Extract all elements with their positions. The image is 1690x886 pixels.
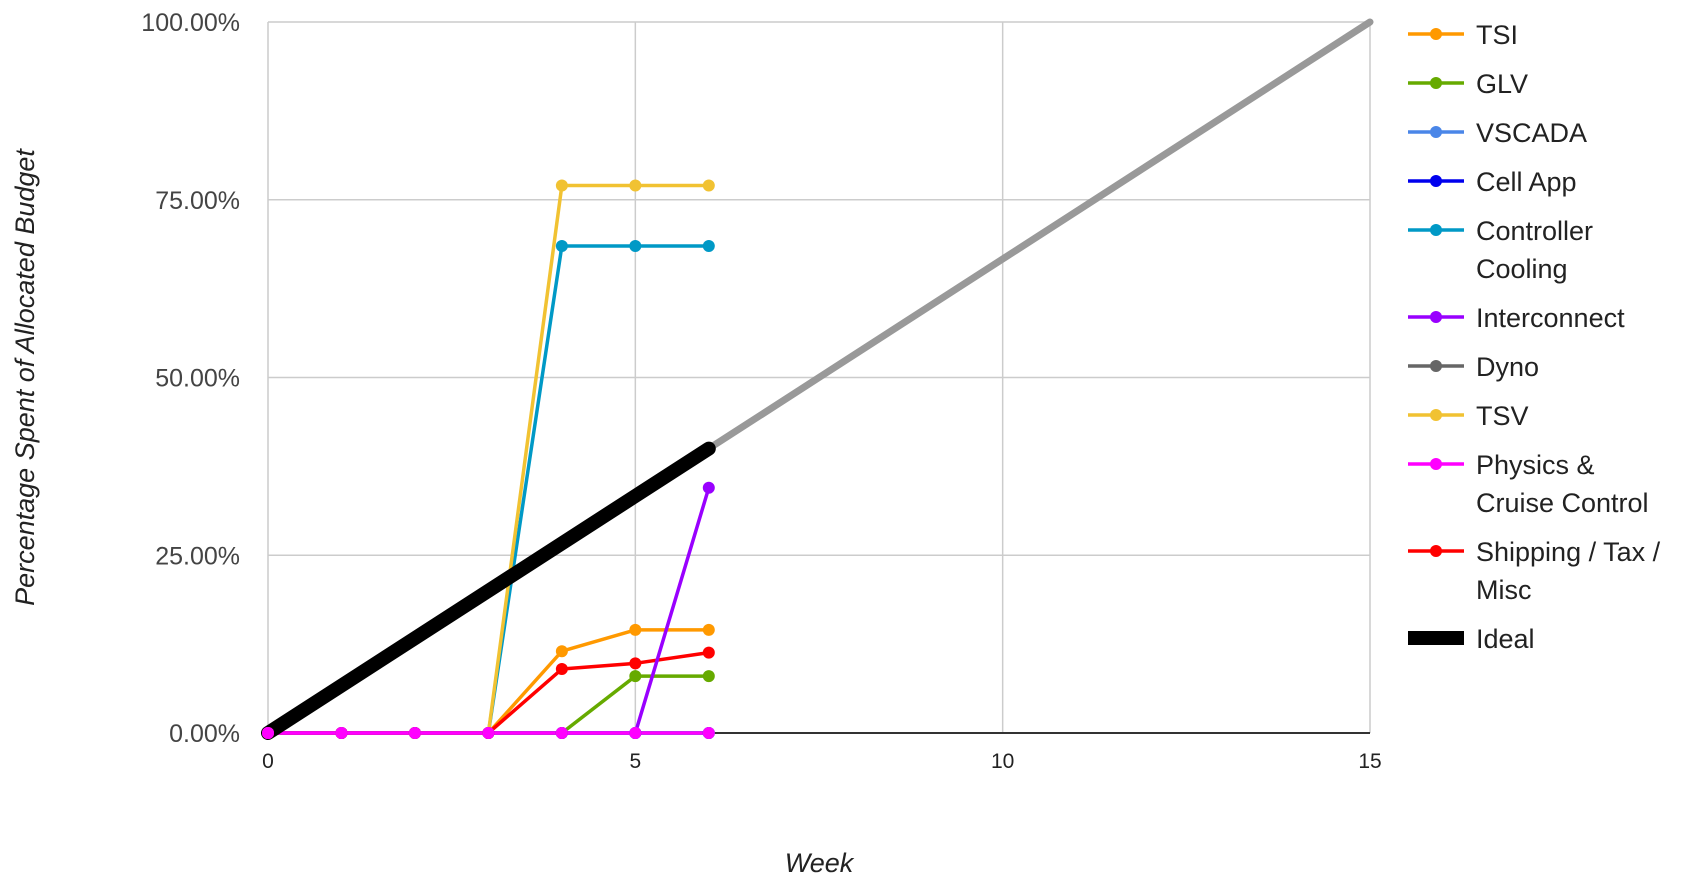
legend: TSI GLV VSCADA Cell App Controller Cooling Int… xyxy=(1408,20,1661,654)
x-tick-label: 5 xyxy=(629,750,641,773)
legend-swatch-marker xyxy=(1430,28,1442,40)
data-point-shipping-tax-misc xyxy=(702,646,715,659)
data-point-tsi xyxy=(702,623,715,636)
legend-label: VSCADA xyxy=(1476,118,1587,148)
legend-swatch-marker xyxy=(1430,126,1442,138)
data-point-interconnect xyxy=(702,481,715,494)
data-point-glv xyxy=(629,670,642,683)
legend-label: TSV xyxy=(1476,401,1529,431)
legend-label: Shipping / Tax / xyxy=(1476,537,1661,567)
ideal-projection-line xyxy=(705,18,1374,453)
series-line-tsi xyxy=(268,628,709,735)
legend-label: Ideal xyxy=(1476,624,1535,654)
legend-swatch-marker xyxy=(1430,545,1442,557)
grid xyxy=(267,21,1371,733)
data-point-tsi xyxy=(629,623,642,636)
legend-item: TSI xyxy=(1408,20,1518,50)
data-point-physics-cruise-control xyxy=(262,727,274,739)
data-point-tsv xyxy=(702,179,715,192)
legend-label: Cell App xyxy=(1476,167,1577,197)
legend-item: VSCADA xyxy=(1408,118,1587,148)
legend-label: Cruise Control xyxy=(1476,488,1649,518)
x-axis-title: Week xyxy=(785,848,855,878)
y-tick-label: 25.00% xyxy=(155,542,240,570)
data-point-physics-cruise-control xyxy=(482,727,495,739)
legend-swatch-marker xyxy=(1430,224,1442,236)
legend-item: Controller Cooling xyxy=(1408,216,1593,284)
y-tick-label: 100.00% xyxy=(141,9,240,37)
legend-label: Interconnect xyxy=(1476,303,1625,333)
axes: 0.00% 25.00% 50.00% 75.00% 100.00% 0 5 10 15 Week… xyxy=(10,9,1382,878)
legend-item: Dyno xyxy=(1408,352,1539,382)
legend-swatch-marker xyxy=(1430,77,1442,89)
legend-item: Cell App xyxy=(1408,167,1577,197)
data-point-physics-cruise-control xyxy=(629,727,642,739)
legend-label: Controller xyxy=(1476,216,1593,246)
y-axis-title: Percentage Spent of Allocated Budget xyxy=(10,148,40,606)
legend-item: TSV xyxy=(1408,401,1529,431)
y-tick-label: 75.00% xyxy=(155,187,240,215)
legend-label: Dyno xyxy=(1476,352,1539,382)
data-point-controller-cooling xyxy=(629,239,642,252)
data-point-physics-cruise-control xyxy=(408,727,421,739)
legend-item: Shipping / Tax / Misc xyxy=(1408,537,1661,605)
legend-item: Physics & Cruise Control xyxy=(1408,450,1649,518)
y-tick-label: 0.00% xyxy=(169,720,240,748)
data-point-glv xyxy=(702,670,715,683)
legend-label: Misc xyxy=(1476,575,1532,605)
legend-label: GLV xyxy=(1476,69,1528,99)
legend-item: GLV xyxy=(1408,69,1528,99)
data-point-shipping-tax-misc xyxy=(629,657,642,670)
x-tick-label: 0 xyxy=(262,750,274,773)
data-point-controller-cooling xyxy=(702,239,715,252)
data-point-physics-cruise-control xyxy=(335,727,348,739)
data-point-tsv xyxy=(629,179,642,192)
series-line-tsv xyxy=(268,183,709,735)
legend-swatch-marker xyxy=(1430,311,1442,323)
x-tick-label: 15 xyxy=(1358,750,1381,773)
data-point-tsv xyxy=(555,179,568,192)
data-point-shipping-tax-misc xyxy=(555,663,568,676)
data-point-physics-cruise-control xyxy=(555,727,568,739)
series-line-ideal xyxy=(261,441,716,740)
legend-item: Interconnect xyxy=(1408,303,1625,333)
data-point-physics-cruise-control xyxy=(702,727,715,739)
legend-swatch-marker xyxy=(1430,458,1442,470)
legend-swatch-marker xyxy=(1430,175,1442,187)
y-tick-label: 50.00% xyxy=(155,365,240,393)
legend-label: Physics & xyxy=(1476,450,1595,480)
legend-swatch-marker xyxy=(1430,409,1442,421)
legend-label: Cooling xyxy=(1476,254,1568,284)
series-markers xyxy=(262,179,715,739)
data-point-controller-cooling xyxy=(555,239,568,252)
legend-swatch-marker xyxy=(1430,360,1442,372)
data-point-tsi xyxy=(555,645,568,658)
x-tick-label: 10 xyxy=(991,750,1014,773)
legend-label: TSI xyxy=(1476,20,1518,50)
legend-item: Ideal xyxy=(1408,624,1535,654)
